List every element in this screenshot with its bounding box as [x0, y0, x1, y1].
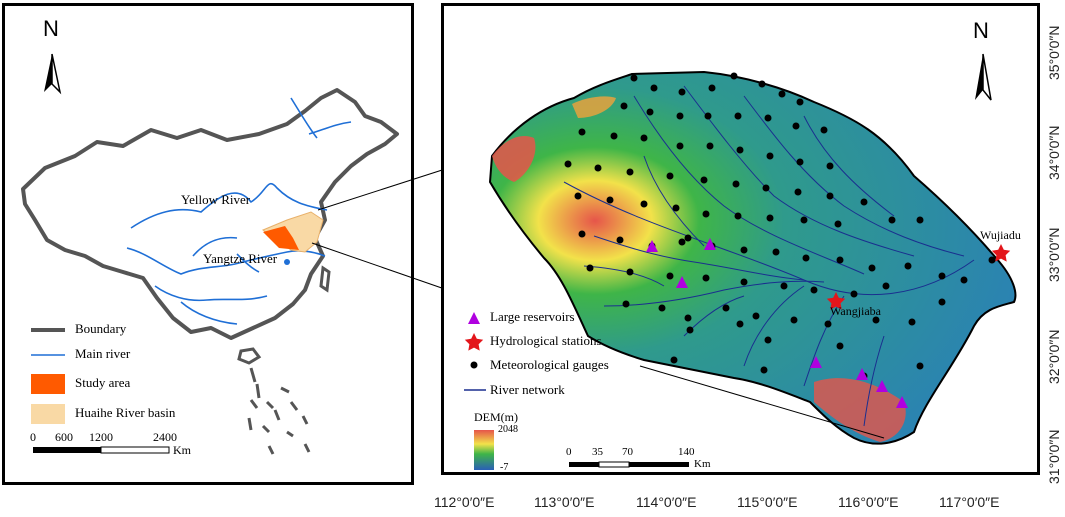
y-tick-35: 35°0′0″N	[1046, 25, 1062, 80]
scale-tick-600: 600	[55, 430, 73, 444]
x-tick-113: 113°0′0″E	[534, 494, 595, 510]
south-sea-islands	[247, 367, 311, 455]
hydrological-stations	[826, 244, 1011, 310]
legend-reservoir-triangle-icon	[468, 312, 480, 324]
scale-right-tick-35: 35	[592, 446, 603, 458]
scale-tick-0: 0	[30, 430, 36, 444]
scale-bar-right	[569, 461, 689, 468]
dem-title: DEM(m)	[474, 410, 518, 424]
scale-right-tick-140: 140	[678, 446, 695, 458]
yellow-river-label: Yellow River	[181, 192, 251, 207]
scale-bar-left	[33, 446, 170, 454]
yangtze-river-label: Yangtze River	[203, 251, 278, 266]
scale-right-unit: Km	[694, 458, 711, 470]
legend-study-area-label: Study area	[75, 375, 131, 390]
legend-study-area-symbol	[31, 374, 65, 394]
legend-river-network-label: River network	[490, 382, 565, 397]
basin-shape	[488, 70, 1017, 445]
wangjiaba-label: Wangjiaba	[830, 304, 882, 318]
legend-main-river-label: Main river	[75, 346, 131, 361]
x-tick-115: 115°0′0″E	[737, 494, 798, 510]
legend-boundary-label: Boundary	[75, 321, 127, 336]
legend-basin-symbol	[31, 404, 65, 424]
legend-basin-label: Huaihe River basin	[75, 405, 176, 420]
y-tick-32: 32°0′0″N	[1046, 329, 1062, 384]
wujiadu-label: Wujiadu	[980, 228, 1021, 242]
y-tick-31: 31°0′0″N	[1046, 429, 1062, 484]
taiwan-island	[319, 265, 331, 293]
meteorological-gauges	[564, 72, 996, 380]
north-label: N	[43, 16, 59, 41]
study-area-panel: N Wujiadu Wangjiaba Large reservoirs Hyd…	[441, 3, 1040, 475]
hainan-island	[237, 347, 262, 365]
x-tick-116: 116°0′0″E	[838, 494, 899, 510]
scale-unit: Km	[173, 443, 191, 457]
yellow-river-line	[130, 182, 328, 229]
x-tick-117: 117°0′0″E	[939, 494, 1000, 510]
legend-gauge-label: Meteorological gauges	[490, 357, 609, 372]
dem-map	[464, 53, 1017, 470]
x-tick-114: 114°0′0″E	[636, 494, 697, 510]
dem-max-label: 2048	[498, 424, 518, 435]
lake-icon	[284, 259, 290, 265]
north-arrow-icon	[44, 53, 62, 95]
china-inset-panel: N Yellow River Yangtze River Boundary Ma…	[2, 3, 414, 485]
y-tick-33: 33°0′0″N	[1046, 227, 1062, 282]
dem-min-label: -7	[500, 462, 509, 473]
legend-gauge-dot-icon	[470, 361, 478, 369]
scale-right-tick-0: 0	[566, 446, 572, 458]
north-label-right: N	[973, 18, 989, 43]
study-area-shape	[263, 226, 299, 250]
legend-station-label: Hydrological stations	[490, 333, 602, 348]
large-reservoirs	[646, 238, 908, 408]
scale-tick-1200: 1200	[89, 430, 113, 444]
huaihe-basin-shape	[261, 211, 324, 253]
dem-color-ramp	[474, 430, 494, 470]
north-arrow-icon-right	[975, 53, 992, 101]
wangjiaba-star-icon	[826, 292, 846, 310]
gauge-pointer-line	[639, 365, 885, 439]
legend-reservoir-label: Large reservoirs	[490, 309, 575, 324]
x-tick-112: 112°0′0″E	[434, 494, 495, 510]
china-boundary	[21, 88, 399, 340]
scale-tick-2400: 2400	[153, 430, 177, 444]
wujiadu-star-icon	[991, 244, 1011, 262]
china-map	[21, 53, 399, 455]
legend-station-star-icon	[464, 333, 484, 351]
y-tick-34: 34°0′0″N	[1046, 125, 1062, 180]
scale-right-tick-70: 70	[622, 446, 633, 458]
